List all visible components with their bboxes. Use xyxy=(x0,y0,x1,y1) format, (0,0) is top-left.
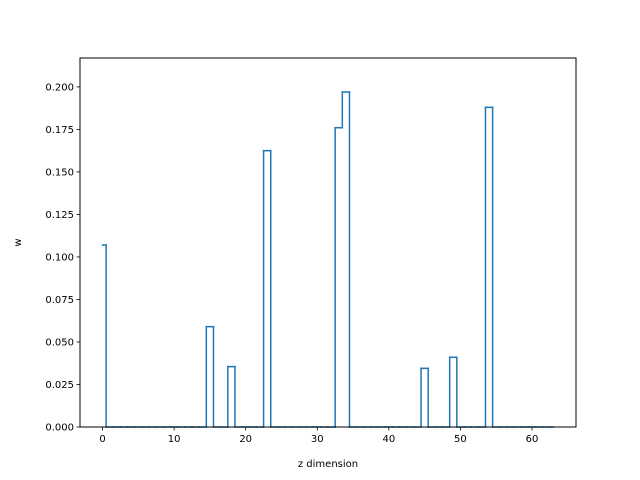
axes-frame xyxy=(79,57,577,428)
y-tick-label: 0.075 xyxy=(45,295,74,306)
y-tick-label: 0.025 xyxy=(45,380,74,391)
x-tick-label: 0 xyxy=(99,434,105,445)
x-tick-label: 50 xyxy=(454,434,467,445)
x-tick-label: 60 xyxy=(526,434,539,445)
x-tick-label: 20 xyxy=(239,434,252,445)
y-tick-label: 0.150 xyxy=(45,167,74,178)
y-axis-label: w xyxy=(13,238,24,246)
x-tick-label: 30 xyxy=(311,434,324,445)
x-tick-label: 10 xyxy=(168,434,181,445)
x-tick-label: 40 xyxy=(382,434,395,445)
y-tick-label: 0.125 xyxy=(45,210,74,221)
x-axis-label: z dimension xyxy=(298,459,358,470)
y-tick-label: 0.050 xyxy=(45,337,74,348)
y-tick-label: 0.175 xyxy=(45,125,74,136)
y-tick-label: 0.000 xyxy=(45,423,74,434)
x-axis-ticks: 0 10 20 30 40 50 60 xyxy=(99,427,538,445)
y-axis-ticks: 0.000 0.025 0.050 0.075 0.100 0.125 0.150 0.175… xyxy=(45,82,80,434)
y-tick-label: 0.200 xyxy=(45,82,74,93)
y-tick-label: 0.100 xyxy=(45,252,74,263)
